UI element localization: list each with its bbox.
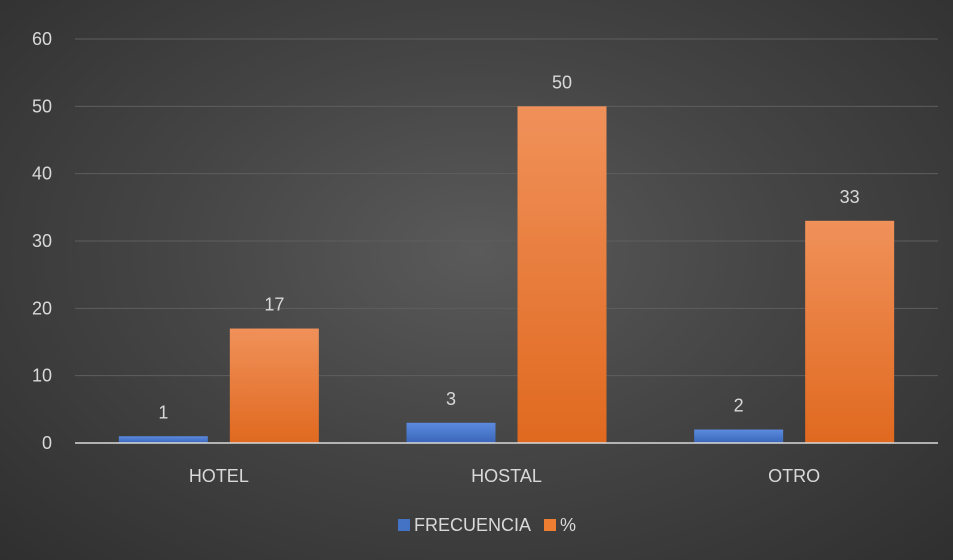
- data-label: 33: [840, 187, 860, 207]
- bar-frecuencia-hotel: [118, 436, 208, 443]
- x-axis-categories: HOTEL HOSTAL OTRO: [189, 466, 820, 486]
- legend-label: FRECUENCIA: [414, 515, 531, 535]
- bar-percent-otro: [805, 220, 895, 443]
- data-label: 2: [734, 396, 744, 416]
- bar-percent-hotel: [229, 328, 319, 443]
- x-category-label: HOTEL: [189, 466, 249, 486]
- legend-swatch: [544, 519, 556, 531]
- data-labels: 1 17 3 50 2 33: [158, 72, 859, 422]
- data-label: 1: [158, 402, 168, 422]
- bars: [118, 106, 895, 443]
- y-axis-ticks: 0 10 20 30 40 50 60: [32, 29, 52, 453]
- bar-frecuencia-otro: [694, 429, 784, 443]
- y-tick-label: 50: [32, 96, 52, 116]
- y-tick-label: 20: [32, 298, 52, 318]
- x-category-label: HOSTAL: [471, 466, 542, 486]
- gridlines: [75, 38, 938, 377]
- legend-label: %: [560, 515, 576, 535]
- y-tick-label: 30: [32, 231, 52, 251]
- legend: FRECUENCIA%: [398, 515, 576, 535]
- y-tick-label: 0: [42, 433, 52, 453]
- legend-swatch: [398, 519, 410, 531]
- y-tick-label: 10: [32, 366, 52, 386]
- y-tick-label: 40: [32, 164, 52, 184]
- data-label: 50: [552, 72, 572, 92]
- x-category-label: OTRO: [768, 466, 820, 486]
- bar-percent-hostal: [517, 106, 607, 443]
- data-label: 3: [446, 389, 456, 409]
- data-label: 17: [264, 295, 284, 315]
- bar-frecuencia-hostal: [406, 422, 496, 443]
- y-tick-label: 60: [32, 29, 52, 49]
